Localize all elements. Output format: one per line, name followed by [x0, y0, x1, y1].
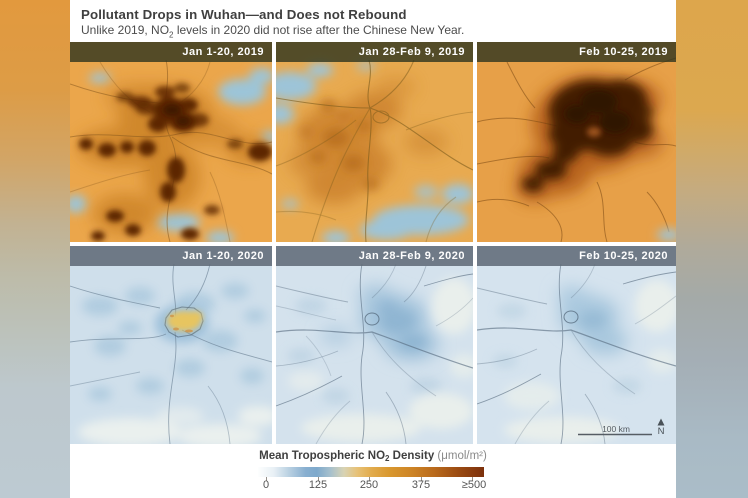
svg-text:100 km: 100 km	[602, 424, 630, 434]
svg-text:N: N	[658, 426, 665, 437]
